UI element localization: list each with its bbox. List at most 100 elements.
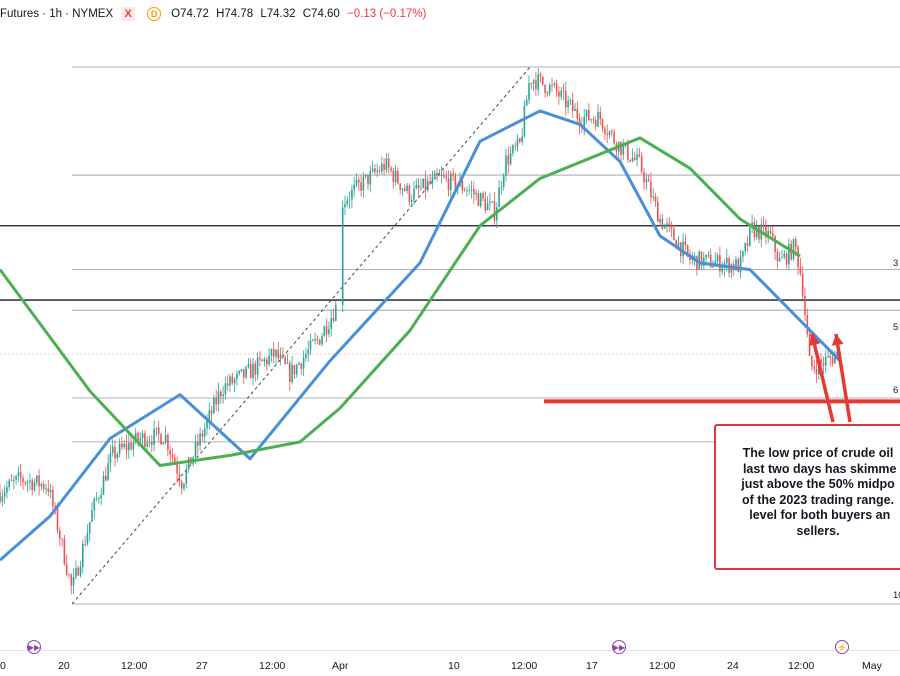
candle-body [217, 391, 220, 405]
candle-body [500, 186, 503, 188]
candle-body [498, 187, 500, 208]
forward-icon[interactable]: ▶▶ [27, 640, 41, 654]
candle-body [0, 492, 1, 502]
candle-body [266, 359, 268, 365]
candle-body [413, 188, 415, 200]
candle-body [654, 196, 657, 202]
candle-body [56, 508, 59, 531]
candle-body [834, 355, 836, 364]
candle-body [700, 251, 703, 267]
candle-body [521, 136, 523, 142]
candle-body [532, 80, 535, 84]
candle-body [440, 175, 443, 177]
candle-body [792, 239, 795, 259]
candle-body [351, 189, 353, 200]
close-flag-icon[interactable]: X [121, 7, 136, 21]
candle-body [10, 480, 13, 482]
candle-body [489, 201, 491, 204]
candle-body [443, 175, 445, 177]
candle-body [75, 567, 77, 578]
candle-body [542, 76, 544, 85]
candle-body [523, 105, 526, 137]
candle-body [233, 379, 236, 384]
candle-body [93, 498, 96, 511]
candle-body [698, 251, 700, 270]
candle-body [72, 577, 75, 586]
candle-body [620, 141, 622, 155]
candle-body [91, 510, 93, 522]
candle-body [544, 84, 546, 93]
candle-body [767, 230, 769, 238]
low-value: L74.32 [260, 8, 296, 20]
candle-body [647, 179, 650, 182]
candle-body [778, 258, 781, 262]
candle-body [98, 498, 100, 499]
candle-body [795, 239, 797, 248]
candle-body [769, 230, 772, 234]
candle-body [820, 359, 822, 363]
candle-body [157, 427, 160, 435]
candle-body [114, 446, 116, 459]
candle-body [631, 157, 634, 162]
candle-body [381, 163, 383, 172]
candle-body [634, 157, 636, 160]
arrow-shaft [810, 333, 835, 423]
candle-body [169, 450, 171, 455]
candle-body [178, 473, 181, 482]
candle-body [105, 475, 107, 481]
candle-body [404, 188, 406, 191]
candle-body [84, 544, 86, 545]
candle-body [806, 315, 809, 335]
fib-label: 3 [893, 258, 899, 269]
forward-icon[interactable]: ▶▶ [612, 640, 626, 654]
candle-body [176, 464, 178, 474]
x-tick-label: 27 [196, 660, 208, 672]
candle-body [576, 108, 579, 119]
candle-body [406, 185, 408, 191]
candle-body [210, 410, 213, 414]
candle-body [22, 477, 24, 483]
candle-body [282, 354, 284, 358]
candle-body [286, 362, 289, 364]
candle-body [666, 223, 668, 225]
candle-body [164, 434, 167, 443]
candle-body [284, 357, 286, 364]
candle-body [268, 355, 270, 365]
candle-body [530, 83, 533, 84]
x-tick-label: May [862, 660, 882, 672]
x-tick-label: 24 [727, 660, 739, 672]
candle-body [661, 218, 664, 229]
candle-body [146, 443, 148, 447]
candle-body [387, 158, 390, 168]
close-value: C74.60 [302, 8, 340, 20]
candle-body [88, 521, 91, 534]
candle-body [82, 544, 84, 567]
candle-body [675, 240, 677, 249]
candle-body [63, 538, 66, 565]
candle-body [592, 119, 595, 121]
candle-body [77, 567, 79, 576]
candle-body [482, 193, 484, 199]
candle-body [537, 74, 539, 90]
candle-body [420, 187, 422, 189]
candle-body [716, 255, 719, 262]
candle-body [590, 119, 592, 121]
candle-body [516, 138, 519, 147]
candle-body [408, 185, 411, 202]
candle-body [431, 176, 434, 184]
candle-body [65, 564, 68, 575]
lightning-icon[interactable]: ⚡ [835, 640, 849, 654]
candle-body [167, 434, 169, 451]
candle-body [61, 538, 63, 540]
candle-body [348, 199, 351, 201]
x-tick-label: 12:00 [259, 660, 286, 672]
candle-body [344, 203, 346, 208]
candle-body [367, 174, 369, 185]
candle-body [289, 362, 291, 382]
candle-body [670, 224, 673, 229]
candle-body [249, 364, 252, 379]
candle-body [604, 128, 606, 134]
candle-body [804, 295, 806, 316]
candle-body [231, 376, 234, 384]
